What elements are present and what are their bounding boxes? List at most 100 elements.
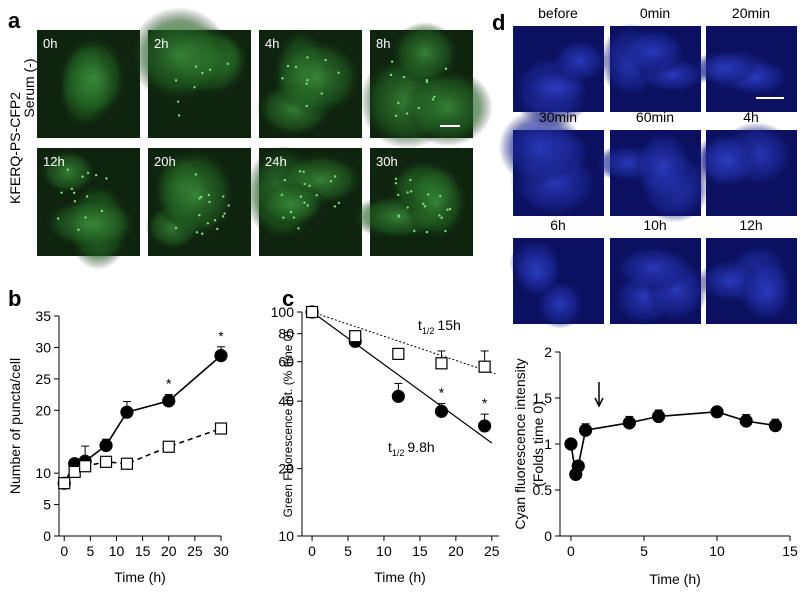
marker [571, 459, 585, 473]
puncta [410, 190, 413, 193]
marker [214, 349, 228, 363]
x-axis-label: Time (h) [649, 571, 701, 587]
marker [214, 422, 228, 435]
puncta [448, 207, 452, 211]
x-axis-label: Time (h) [374, 569, 426, 585]
x-tick-label: 10 [109, 543, 125, 559]
puncta [315, 194, 318, 197]
puncta [86, 171, 90, 175]
puncta [425, 80, 429, 84]
marker [478, 419, 492, 433]
puncta [440, 216, 443, 219]
cell [498, 108, 583, 186]
marker [564, 437, 578, 451]
image-label: 60min [636, 109, 674, 125]
x-tick-label: 20 [448, 543, 464, 559]
marker [305, 305, 319, 319]
puncta [397, 193, 400, 197]
x-tick-label: 5 [640, 543, 648, 559]
y-tick-label: 20 [278, 461, 294, 477]
y-axis-label: Green Fluorescence Int. (% time 0) [281, 331, 295, 518]
puncta [389, 73, 393, 77]
y-tick-label: 40 [278, 393, 294, 409]
puncta [390, 60, 394, 63]
y-axis-label: Number of puncta/cell [7, 358, 23, 494]
puncta [406, 206, 409, 209]
marker [99, 438, 113, 453]
marker [578, 423, 593, 437]
image-label: 6h [550, 217, 566, 233]
puncta [177, 114, 181, 117]
image-label: 2h [154, 36, 168, 51]
puncta [334, 175, 337, 178]
marker [79, 460, 92, 473]
puncta [77, 228, 80, 232]
puncta [409, 178, 412, 182]
puncta [433, 95, 436, 99]
puncta [226, 62, 229, 66]
puncta [298, 170, 302, 173]
puncta [438, 214, 441, 217]
cell [619, 27, 688, 76]
puncta [423, 205, 427, 208]
x-tick-label: 5 [344, 543, 352, 559]
marker [58, 477, 71, 490]
cell [512, 246, 563, 299]
puncta [306, 204, 309, 207]
significance: * [166, 376, 172, 392]
marker [99, 455, 113, 468]
puncta [198, 213, 201, 217]
panel-letter: a [8, 8, 21, 33]
y-tick-label: 25 [35, 371, 51, 387]
cell [258, 181, 326, 226]
puncta [394, 114, 398, 117]
x-tick-label: 15 [782, 543, 798, 559]
y-axis-label: Cyan fluorescence intensity [512, 358, 528, 529]
puncta [303, 182, 306, 186]
puncta [306, 78, 309, 82]
image-label: 12h [739, 217, 762, 233]
y-tick-label: 1 [544, 436, 552, 452]
y-tick-label: 10 [278, 528, 294, 544]
puncta [84, 216, 87, 219]
significance: * [439, 385, 445, 401]
fit-label: t1/2 15h [418, 317, 461, 336]
puncta [85, 195, 89, 198]
puncta [66, 168, 69, 171]
image-label: 30h [376, 154, 398, 169]
x-tick-label: 15 [412, 543, 428, 559]
cell [404, 162, 468, 241]
cell [693, 131, 762, 190]
puncta [405, 112, 409, 115]
puncta [444, 229, 447, 233]
fit-line [311, 311, 496, 375]
marker [710, 405, 724, 419]
marker [434, 404, 449, 418]
puncta [446, 208, 449, 211]
puncta [337, 201, 341, 205]
puncta [402, 75, 406, 79]
puncta [299, 195, 303, 198]
puncta [427, 193, 430, 196]
puncta [417, 106, 420, 110]
puncta [100, 209, 104, 213]
image-label: 4h [743, 109, 759, 125]
puncta [431, 98, 435, 101]
puncta [306, 56, 309, 59]
puncta [222, 195, 225, 198]
y-tick-label: 20 [35, 402, 51, 418]
puncta [194, 173, 198, 176]
puncta [282, 216, 285, 219]
panel-letter: b [8, 286, 21, 311]
y-tick-label: 60 [278, 354, 294, 370]
cell [156, 147, 236, 241]
y-tick-label: 5 [43, 497, 51, 513]
x-tick-label: 0 [308, 543, 316, 559]
puncta [329, 179, 333, 183]
marker [739, 414, 753, 428]
puncta [195, 231, 199, 234]
marker [768, 419, 782, 433]
arrow-head [594, 397, 604, 408]
y-tick-label: 0 [43, 528, 51, 544]
puncta [413, 229, 416, 233]
